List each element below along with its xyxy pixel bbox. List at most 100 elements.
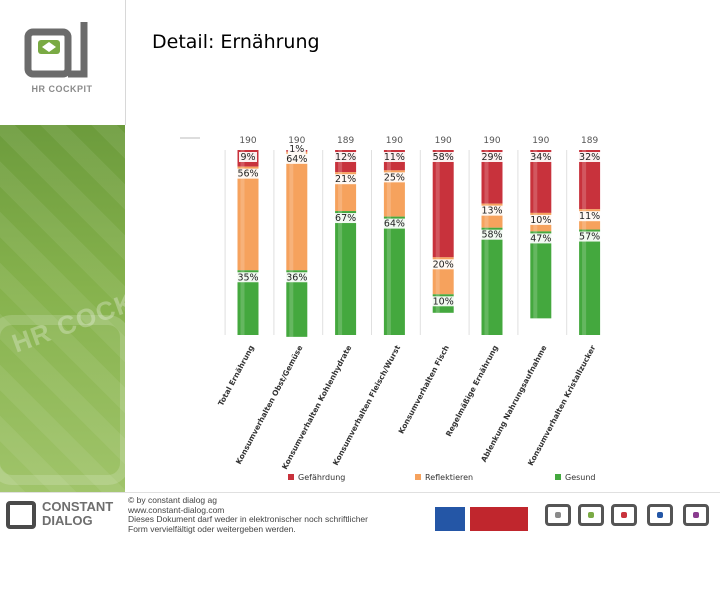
data-label-box bbox=[431, 259, 456, 270]
bar-separator bbox=[468, 150, 470, 335]
certification-badge bbox=[470, 507, 528, 531]
data-label: 47% bbox=[530, 233, 551, 244]
bar-segment-gefährdung bbox=[579, 150, 601, 210]
data-label: 67% bbox=[335, 213, 356, 224]
data-label: 57% bbox=[579, 232, 600, 243]
bar-highlight bbox=[582, 150, 587, 210]
data-label: 11% bbox=[579, 211, 600, 222]
bar-separator bbox=[322, 150, 324, 335]
bar-separator bbox=[273, 150, 275, 335]
bar-highlight bbox=[484, 150, 489, 204]
legend-label: Reflektieren bbox=[425, 473, 473, 482]
data-label-box bbox=[528, 214, 553, 225]
legend-swatch bbox=[288, 474, 294, 480]
constant-dialog-logo-icon bbox=[6, 501, 36, 529]
brand-valuedash-icon bbox=[611, 504, 637, 526]
company-name-line: DIALOG bbox=[42, 513, 93, 528]
n-label: 190 bbox=[532, 136, 549, 146]
data-label: 20% bbox=[433, 259, 454, 270]
data-label-box bbox=[382, 218, 407, 229]
data-label-box bbox=[528, 152, 553, 162]
data-label: 64% bbox=[384, 219, 405, 230]
bar-segment-gesund bbox=[237, 270, 259, 335]
bar-highlight bbox=[386, 216, 391, 335]
brand-dialog-development-icon bbox=[647, 504, 673, 526]
data-label: 13% bbox=[481, 206, 502, 217]
data-label-box bbox=[236, 168, 260, 179]
bar-segment-gesund bbox=[579, 229, 601, 335]
bar-highlight bbox=[435, 257, 440, 295]
brand-hr-cockpit-icon bbox=[578, 504, 604, 526]
bar-highlight bbox=[484, 227, 489, 335]
data-label: 1% bbox=[289, 144, 304, 155]
bar-highlight bbox=[240, 270, 245, 335]
bar-segment-reflektieren bbox=[286, 151, 308, 271]
data-label: 58% bbox=[433, 152, 454, 163]
copyright-line: www.constant-dialog.com bbox=[128, 504, 225, 515]
bar-separator bbox=[371, 150, 372, 335]
legend-swatch bbox=[555, 474, 561, 480]
hr-cockpit-logo-label: HR COCKPIT bbox=[31, 84, 93, 94]
category-label: Konsumverhalten Fisch bbox=[397, 344, 451, 436]
bar-highlight bbox=[338, 172, 343, 212]
category-label: Regelmäßige Ernährung bbox=[444, 344, 500, 438]
brand-constant-dialog-icon bbox=[545, 504, 571, 526]
data-label: 11% bbox=[384, 152, 405, 163]
legend-swatch bbox=[415, 474, 421, 480]
copyright-notice: © by constant dialog ag www.constant-dia… bbox=[128, 495, 378, 534]
sidebar-top bbox=[0, 0, 125, 125]
company-name: CONSTANT DIALOG bbox=[42, 500, 113, 528]
bar-separator bbox=[566, 150, 568, 335]
bars-layer bbox=[224, 150, 601, 337]
n-label: 190 bbox=[288, 136, 305, 146]
n-label: 190 bbox=[386, 136, 403, 146]
bar-segment-gefährdung bbox=[530, 150, 552, 213]
bar-segment-gesund bbox=[286, 270, 308, 337]
legend-label: Gesund bbox=[565, 473, 596, 482]
bar-separator bbox=[224, 150, 226, 335]
copyright-line: © by constant dialog ag bbox=[128, 495, 217, 505]
data-label: 56% bbox=[237, 169, 258, 180]
data-label-box bbox=[480, 229, 504, 240]
bar-highlight bbox=[289, 270, 294, 337]
copyright-line: Form vervielfältigt oder weitergeben wer… bbox=[128, 523, 296, 534]
data-label-box bbox=[431, 296, 456, 307]
data-label-box bbox=[333, 174, 358, 185]
brand-dialog-feedback-icon bbox=[683, 504, 709, 526]
data-label: 12% bbox=[335, 152, 356, 163]
data-label-box bbox=[480, 205, 504, 216]
bar-segment-reflektieren bbox=[237, 166, 259, 271]
category-label: Total Ernährung bbox=[216, 344, 256, 408]
data-label: 36% bbox=[286, 272, 307, 283]
bar-highlight bbox=[240, 166, 245, 271]
data-label: 58% bbox=[481, 230, 502, 241]
data-label-box bbox=[239, 152, 257, 162]
n-label: 190 bbox=[483, 136, 500, 146]
bar-highlight bbox=[289, 151, 294, 271]
data-label-box bbox=[577, 231, 602, 242]
divider bbox=[125, 0, 126, 125]
copyright-line: Dieses Dokument darf weder in elektronis… bbox=[128, 514, 368, 524]
bar-separator bbox=[419, 150, 421, 335]
data-label-box bbox=[480, 152, 504, 162]
company-name-line: CONSTANT bbox=[42, 499, 114, 514]
data-label: 10% bbox=[530, 215, 551, 226]
data-label: 32% bbox=[579, 152, 600, 163]
bar-highlight bbox=[533, 150, 538, 213]
data-label: 9% bbox=[240, 152, 255, 163]
bar-segment-gesund bbox=[481, 227, 503, 335]
data-label-box bbox=[382, 152, 407, 162]
bar-highlight bbox=[582, 229, 587, 335]
data-label: 35% bbox=[237, 272, 258, 283]
bar-segment-gesund bbox=[383, 216, 405, 335]
data-label-box bbox=[333, 152, 358, 162]
certification-badge bbox=[435, 507, 465, 531]
data-label-box bbox=[431, 152, 456, 162]
decorative-logo-mark bbox=[0, 315, 130, 485]
stacked-bar-chart: 1909%56%35%1901%64%36%18912%21%67%19011%… bbox=[180, 136, 602, 482]
bar-segment-gefährdung bbox=[481, 150, 503, 204]
labels-layer: 1909%56%35%1901%64%36%18912%21%67%19011%… bbox=[236, 136, 602, 307]
data-label-box bbox=[284, 272, 309, 283]
data-label-box bbox=[577, 152, 602, 162]
